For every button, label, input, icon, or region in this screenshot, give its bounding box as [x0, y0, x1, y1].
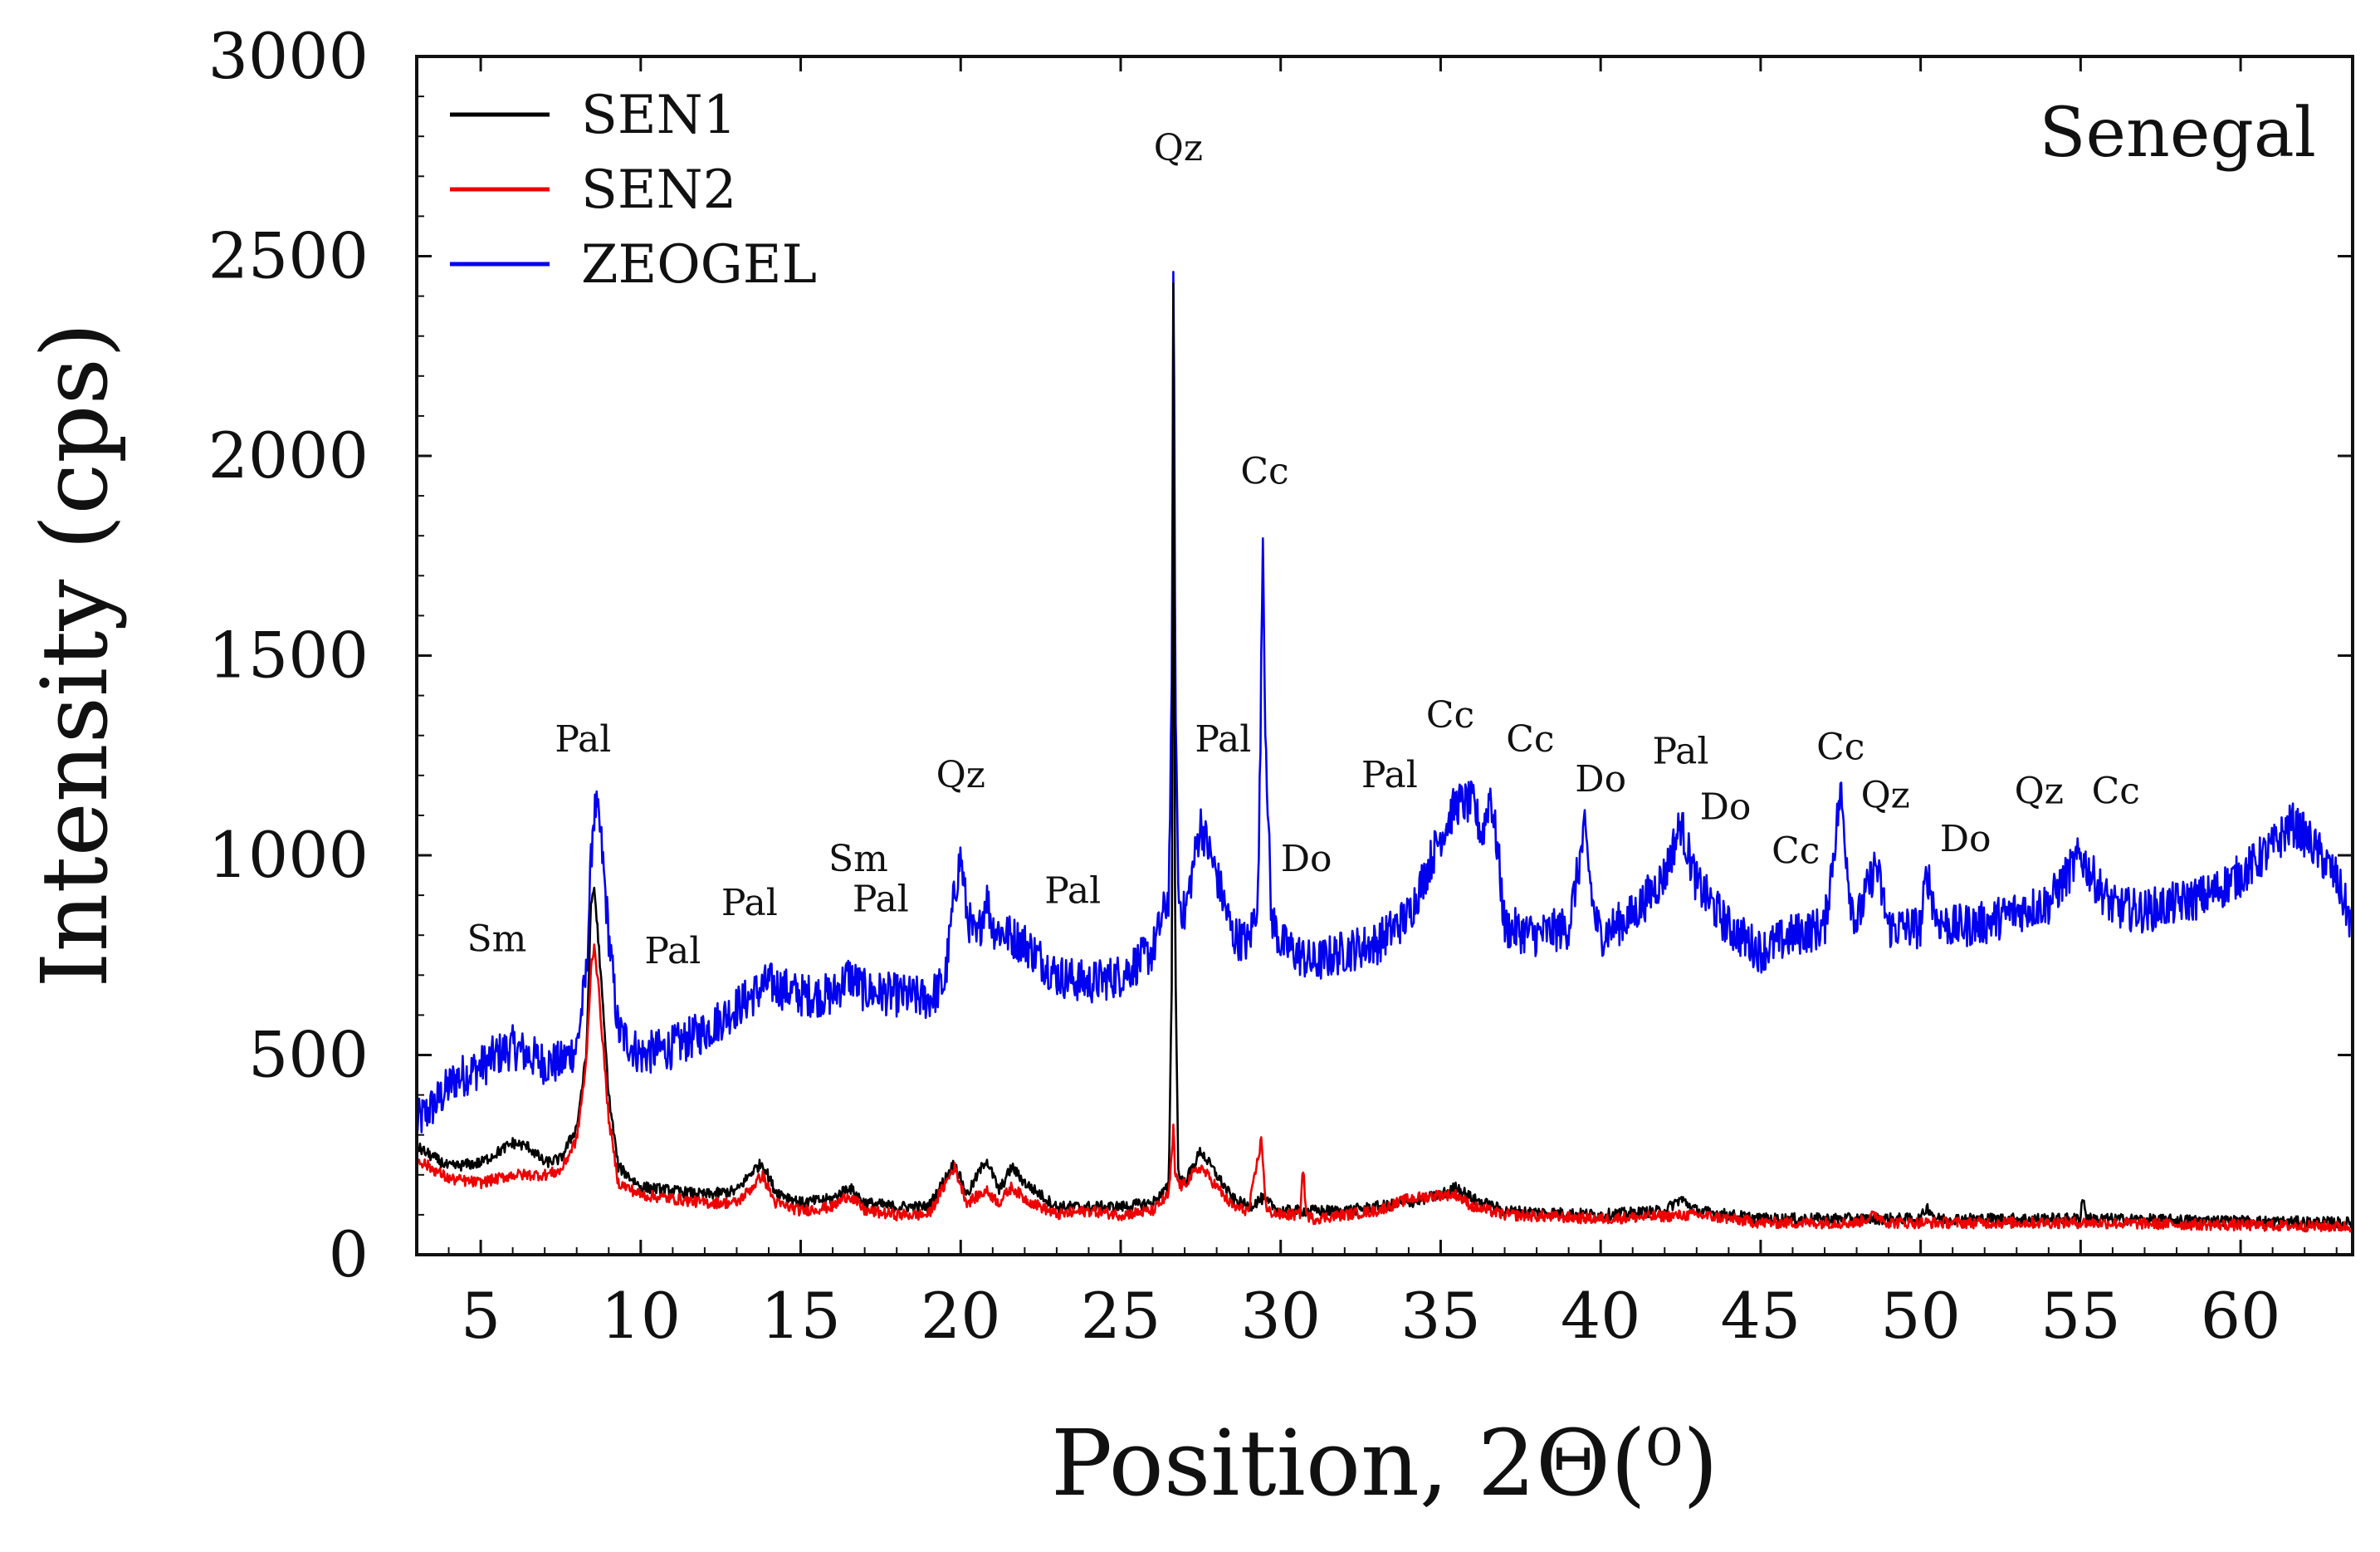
- x-axis-title: Position, 2Θ(⁰): [1051, 1410, 1718, 1516]
- peak-label: Pal: [1653, 730, 1709, 772]
- peak-label: Qz: [1154, 127, 1203, 169]
- peak-label: Pal: [644, 930, 701, 972]
- legend-label-zeogel: ZEOGEL: [581, 234, 817, 296]
- y-tick-label: 0: [329, 1217, 369, 1291]
- x-tick-label: 30: [1240, 1279, 1321, 1353]
- legend-label-sen2: SEN2: [581, 159, 736, 221]
- x-tick-label: 15: [760, 1279, 841, 1353]
- x-tick-label: 20: [921, 1279, 1001, 1353]
- peak-label: Do: [1575, 758, 1626, 800]
- y-axis-title: Intensity (cps): [22, 322, 128, 988]
- peak-label: Cc: [1816, 727, 1864, 769]
- peak-label: Cc: [1772, 830, 1820, 873]
- x-tick-label: 25: [1081, 1279, 1161, 1353]
- peak-label: Do: [1281, 838, 1332, 880]
- ticks-layer: 5 10 15 20 25 30 35 40 45 50 55 60 0 500 1000 1500 2000 2…: [208, 19, 2353, 1353]
- chart-title: Senegal: [2039, 94, 2316, 173]
- peak-label: Pal: [1044, 870, 1101, 913]
- peak-label: Cc: [1506, 718, 1554, 761]
- x-tick-label: 55: [2040, 1279, 2121, 1353]
- peak-label: Pal: [555, 718, 611, 761]
- y-tick-label: 2000: [208, 419, 369, 492]
- x-tick-label: 50: [1880, 1279, 1961, 1353]
- peak-label: Cc: [2092, 771, 2140, 813]
- annotation-layer: SmPalPalPalSmPalQzPalQzPalCcDoPalCcCcDoP…: [467, 127, 2139, 972]
- legend-label-sen1: SEN1: [581, 85, 736, 146]
- x-tick-label: 60: [2201, 1279, 2281, 1353]
- peak-label: Qz: [1861, 774, 1910, 816]
- y-tick-label: 1500: [208, 619, 369, 693]
- series-line-sen2: [415, 943, 2353, 1233]
- peak-label: Pal: [853, 878, 909, 920]
- y-tick-label: 3000: [208, 19, 369, 93]
- series-line-zeogel: [415, 271, 2354, 1133]
- y-tick-label: 500: [248, 1018, 369, 1092]
- peak-label: Qz: [2015, 771, 2064, 813]
- x-tick-label: 40: [1561, 1279, 1641, 1353]
- x-tick-label: 35: [1400, 1279, 1481, 1353]
- x-tick-label: 5: [461, 1279, 501, 1353]
- peak-label: Cc: [1240, 451, 1288, 493]
- peak-label: Cc: [1426, 694, 1474, 737]
- peak-label: Sm: [828, 838, 888, 880]
- peak-label: Pal: [1361, 754, 1418, 796]
- peak-label: Pal: [1195, 718, 1251, 761]
- series-layer: [415, 271, 2354, 1233]
- y-tick-label: 1000: [208, 818, 369, 892]
- peak-label: Do: [1940, 818, 1991, 860]
- peak-label: Pal: [721, 882, 778, 924]
- x-tick-label: 45: [1721, 1279, 1801, 1353]
- peak-label: Qz: [936, 754, 985, 796]
- peak-label: Do: [1700, 786, 1752, 829]
- legend: SEN1 SEN2 ZEOGEL: [450, 85, 817, 296]
- peak-label: Sm: [467, 918, 526, 960]
- y-tick-label: 2500: [208, 219, 369, 293]
- x-tick-label: 10: [600, 1279, 681, 1353]
